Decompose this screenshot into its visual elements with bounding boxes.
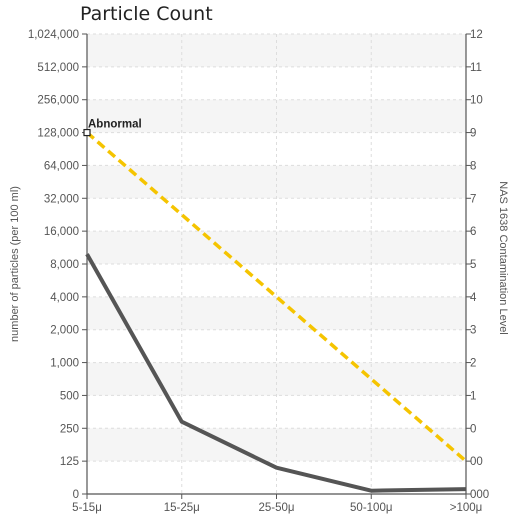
x-tick-labels: 5-15μ 15-25μ 25-50μ 50-100μ >100μ xyxy=(72,494,482,514)
band xyxy=(87,99,466,133)
right-tick-label: 10 xyxy=(470,95,483,107)
left-tick-labels: 0 125 250 500 1,000 2,000 4,000 8,000 16,000 32,0… xyxy=(28,29,87,501)
left-tick-label: 0 xyxy=(73,489,79,501)
right-tick-label: 7 xyxy=(470,193,476,205)
left-tick-label: 1,024,000 xyxy=(28,29,79,41)
left-tick-label: 4,000 xyxy=(50,292,79,304)
left-tick-label: 500 xyxy=(60,390,79,402)
band xyxy=(87,34,466,67)
left-tick-label: 250 xyxy=(60,423,79,435)
left-tick-label: 1,000 xyxy=(50,358,79,370)
x-tick-label: >100μ xyxy=(450,502,483,514)
grid-lines xyxy=(87,33,466,494)
left-tick-label: 2,000 xyxy=(50,325,79,337)
annotation: Abnormal xyxy=(83,119,142,137)
annotation-label: Abnormal xyxy=(88,119,142,131)
right-tick-label: 000 xyxy=(470,489,489,501)
right-tick-label: 3 xyxy=(470,325,476,337)
right-tick-label: 00 xyxy=(470,456,483,468)
y-axis-label-left: number of particles (per 100 ml) xyxy=(9,186,21,342)
left-tick-label: 128,000 xyxy=(37,128,79,140)
right-tick-label: 6 xyxy=(470,226,476,238)
left-tick-label: 8,000 xyxy=(50,259,79,271)
x-tick-label: 15-25μ xyxy=(164,502,200,514)
left-tick-label: 512,000 xyxy=(37,62,79,74)
right-tick-label: 8 xyxy=(470,160,476,172)
band xyxy=(87,231,466,264)
x-tick-label: 50-100μ xyxy=(350,502,392,514)
annotation-marker xyxy=(83,128,91,137)
right-tick-label: 4 xyxy=(470,292,477,304)
background-bands xyxy=(87,34,466,462)
y-axis-label-right: NAS 1638 Contamination Level xyxy=(497,181,509,334)
left-tick-label: 32,000 xyxy=(44,193,79,205)
x-tick-label: 25-50μ xyxy=(258,502,294,514)
right-tick-label: 11 xyxy=(470,62,482,74)
right-tick-label: 5 xyxy=(470,259,476,271)
right-tick-label: 2 xyxy=(470,358,476,370)
right-tick-label: 0 xyxy=(470,423,476,435)
right-tick-label: 9 xyxy=(470,128,476,140)
x-tick-label: 5-15μ xyxy=(72,502,102,514)
left-tick-label: 125 xyxy=(60,456,79,468)
right-tick-label: 12 xyxy=(470,29,483,41)
left-tick-label: 16,000 xyxy=(44,226,79,238)
left-tick-label: 256,000 xyxy=(37,95,79,107)
right-tick-label: 1 xyxy=(470,390,476,402)
left-tick-label: 64,000 xyxy=(44,160,79,172)
chart-title: Particle Count xyxy=(80,3,213,25)
